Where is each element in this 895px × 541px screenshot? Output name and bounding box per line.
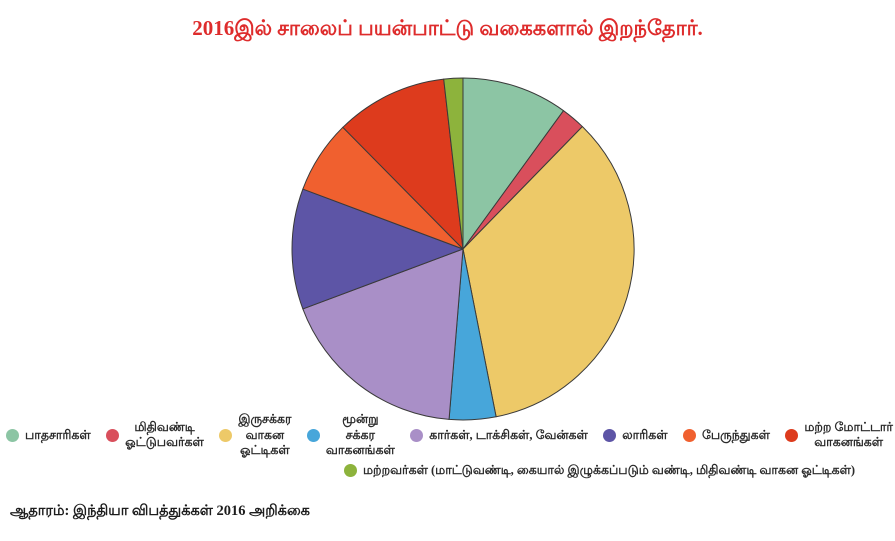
source-note: ஆதாரம்: இந்தியா விபத்துக்கள் 2016 அறிக்க… (10, 503, 310, 519)
legend-label-pedestrians: பாதசாரிகள் (25, 427, 91, 442)
legend-label-lorries: லாரிகள் (622, 427, 668, 442)
legend-swatch-buses (682, 428, 696, 442)
legend-item-two-wheeler-riders: இருசக்கர வாகன ஓட்டிகள் (219, 412, 291, 459)
legend-label-cyclists: மிதிவண்டி ஓட்டுபவர்கள் (125, 419, 204, 450)
legend-item-other-motor-vehicles: மற்ற மோட்டார் வாகனங்கள் (785, 420, 893, 451)
legend-item-cars-taxis-vans: கார்கள், டாக்சிகள், வேன்கள் (410, 428, 588, 444)
legend-swatch-pedestrians (6, 428, 19, 442)
legend-label-two-wheeler-riders: இருசக்கர வாகன ஓட்டிகள் (238, 412, 292, 458)
pie-slice-lorries (291, 188, 464, 310)
legend-row-2: மற்றவர்கள் (மாட்டுவண்டி, கையால் இழுக்கப்… (344, 463, 855, 479)
legend-label-three-wheelers: மூன்று சக்கர வாகனங்கள் (325, 412, 395, 458)
legend-swatch-cyclists (106, 428, 120, 442)
legend-swatch-three-wheelers (306, 428, 320, 442)
chart-title: 2016இல் சாலைப் பயன்பாட்டு வகைகளால் இறந்த… (192, 16, 703, 40)
legend-item-others: மற்றவர்கள் (மாட்டுவண்டி, கையால் இழுக்கப்… (344, 463, 855, 479)
legend-item-pedestrians: பாதசாரிகள் (6, 428, 91, 444)
legend-item-three-wheelers: மூன்று சக்கர வாகனங்கள் (306, 412, 395, 459)
pie-slice-two-wheeler-riders (462, 126, 635, 418)
pie-slice-pedestrians (462, 77, 565, 250)
pie-chart (291, 77, 635, 421)
pie-slice-other-motor-vehicles (342, 78, 464, 250)
legend-swatch-two-wheeler-riders (219, 428, 233, 442)
legend-label-cars-taxis-vans: கார்கள், டாக்சிகள், வேன்கள் (429, 427, 588, 442)
legend-item-buses: பேருந்துகள் (682, 427, 770, 444)
legend-swatch-other-motor-vehicles (785, 428, 799, 442)
legend-label-other-motor-vehicles: மற்ற மோட்டார் வாகனங்கள் (804, 419, 893, 450)
legend-item-cyclists: மிதிவண்டி ஓட்டுபவர்கள் (106, 420, 204, 451)
legend: பாதசாரிகள் மிதிவண்டி ஓட்டுபவர்கள் இருசக்கர… (6, 412, 893, 459)
legend-item-lorries: லாரிகள் (603, 428, 667, 444)
legend-swatch-cars-taxis-vans (410, 428, 424, 442)
pie-slice-others (443, 77, 464, 250)
legend-swatch-lorries (603, 428, 617, 442)
legend-label-buses: பேருந்துகள் (701, 427, 770, 442)
pie-slice-cars-taxis-vans (302, 248, 464, 420)
legend-swatch-others (344, 464, 357, 478)
legend-label-others: மற்றவர்கள் (மாட்டுவண்டி, கையால் இழுக்கப்… (363, 463, 856, 477)
